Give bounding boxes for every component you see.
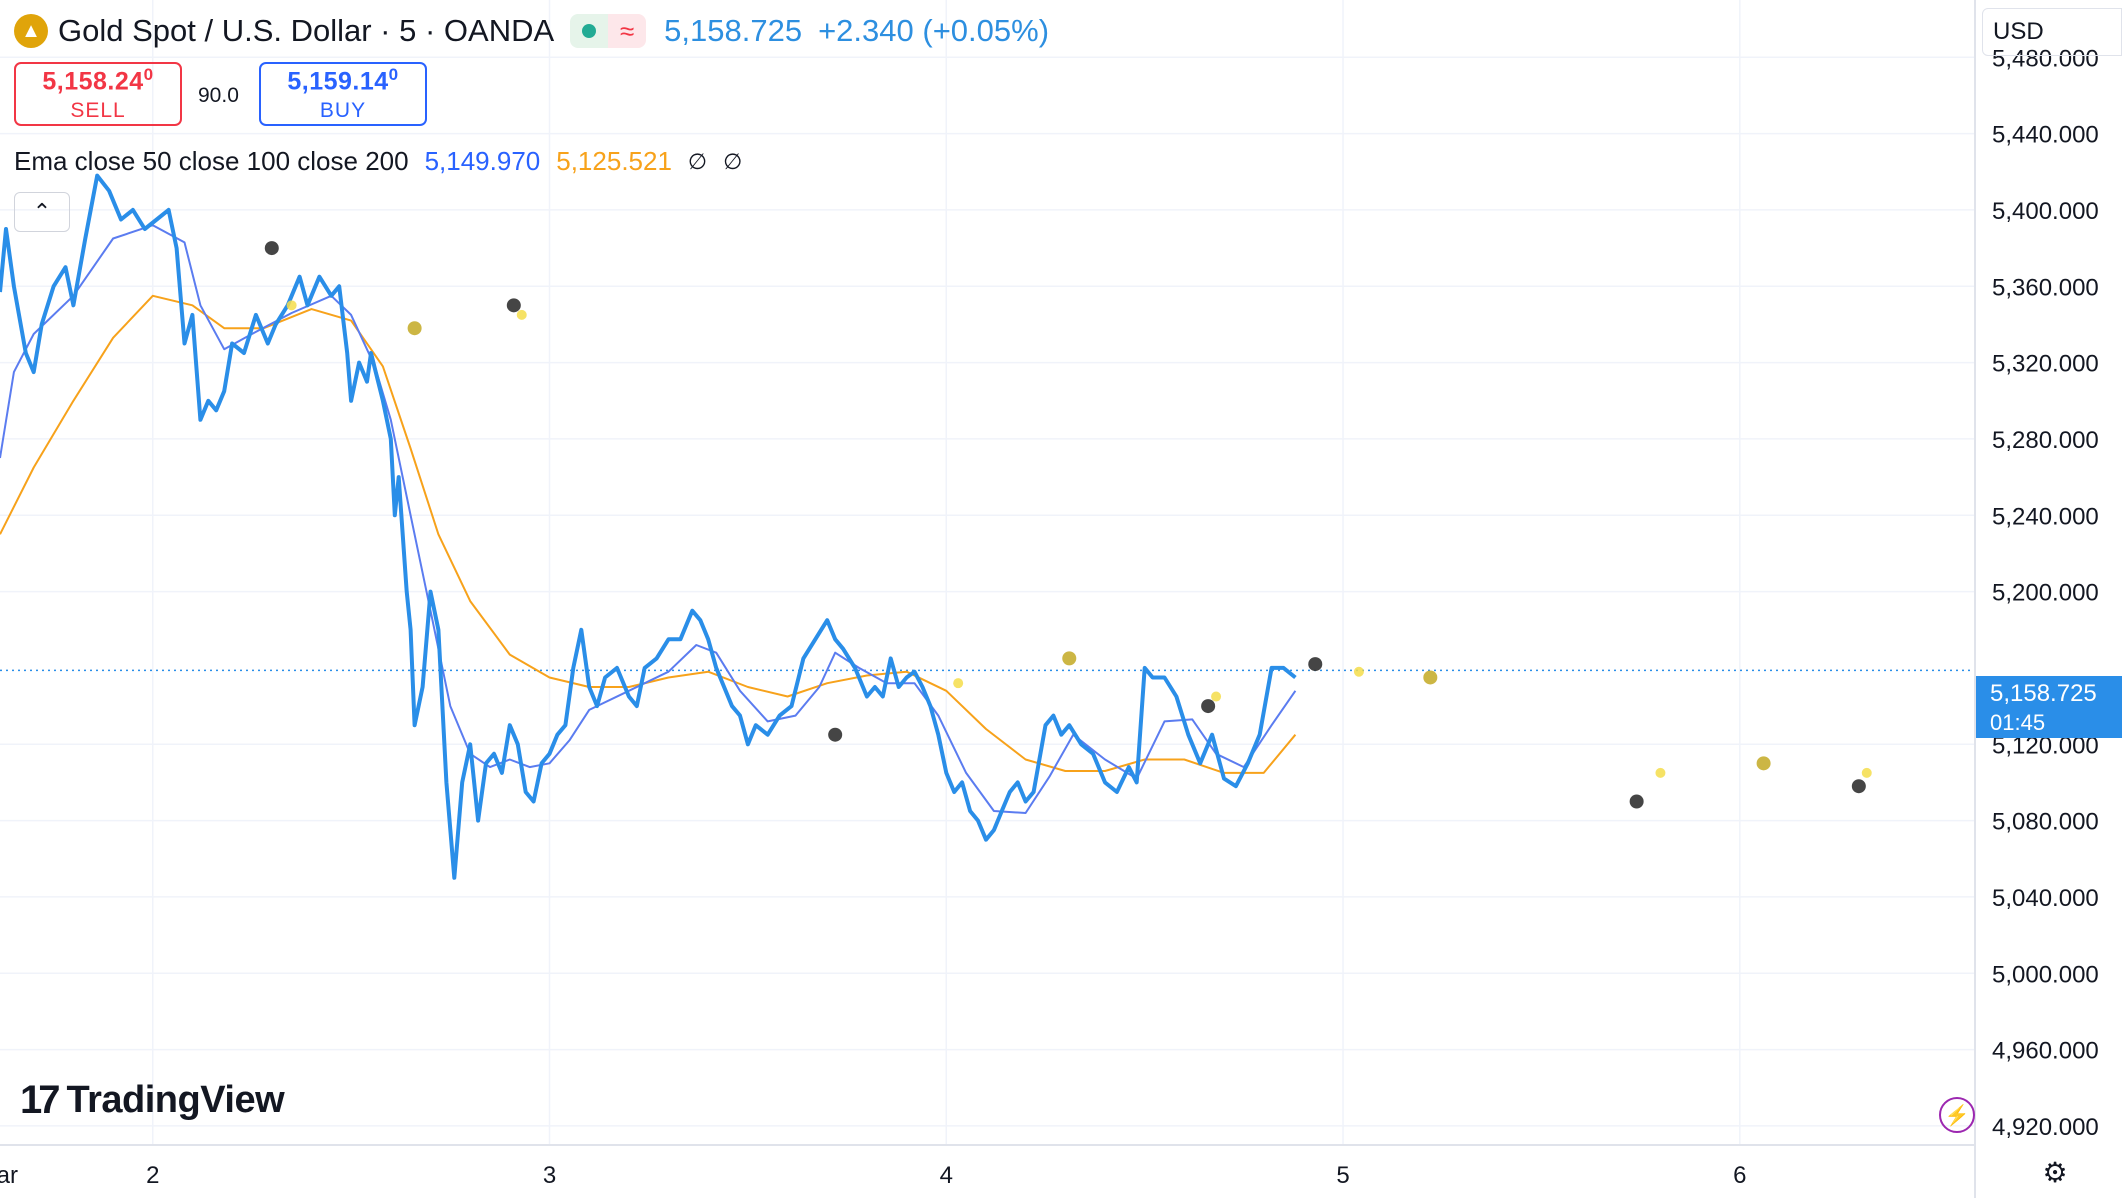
indicator-legend[interactable]: Ema close 50 close 100 close 200 5,149.9…: [14, 146, 742, 177]
symbol-header: ▲ Gold Spot / U.S. Dollar · 5 · OANDA ≈ …: [14, 10, 1049, 52]
sell-price: 5,158.24: [42, 67, 144, 96]
y-tick-label: 5,040.000: [1992, 885, 2099, 912]
crossover-marker: [286, 300, 297, 311]
crossover-marker: [1211, 691, 1222, 702]
tradingview-logo-text: TradingView: [66, 1079, 285, 1121]
indicator-name[interactable]: Ema close 50 close 100 close 200: [14, 146, 409, 176]
crossover-marker: [506, 298, 521, 313]
market-status[interactable]: ≈: [570, 14, 647, 48]
market-open-icon: [570, 14, 609, 48]
bar-countdown: 01:45: [1990, 710, 2046, 735]
y-tick-label: 5,360.000: [1992, 274, 2099, 301]
crossover-marker: [1756, 756, 1771, 771]
ema100-line: [0, 294, 1297, 774]
data-delay-icon: ≈: [608, 14, 647, 48]
x-tick-label: 3: [543, 1162, 556, 1189]
spread-value: 90.0: [198, 84, 239, 107]
crossover-marker: [1629, 794, 1644, 809]
crossover-marker: [1423, 670, 1438, 685]
x-tick-label: 4: [940, 1162, 953, 1189]
buy-label: BUY: [319, 98, 367, 122]
y-tick-label: 4,920.000: [1992, 1114, 2099, 1141]
y-tick-label: 5,200.000: [1992, 580, 2099, 607]
header-last-price: 5,158.725: [664, 13, 803, 48]
symbol-title[interactable]: Gold Spot / U.S. Dollar · 5 · OANDA: [58, 13, 555, 48]
y-tick-label: 4,960.000: [1992, 1038, 2099, 1065]
tradingview-logo[interactable]: 17 TradingView: [20, 1078, 285, 1123]
buy-price: 5,159.14: [287, 67, 389, 96]
y-tick-label: 5,280.000: [1992, 427, 2099, 454]
x-tick-label: 6: [1733, 1162, 1746, 1189]
currency-selector[interactable]: USD: [1982, 8, 2122, 56]
y-tick-label: 5,240.000: [1992, 503, 2099, 530]
x-tick-label: 5: [1336, 1162, 1349, 1189]
ema200-value: ∅: [687, 148, 708, 174]
y-tick-label: 5,400.000: [1992, 198, 2099, 225]
y-tick-label: 5,080.000: [1992, 809, 2099, 836]
sell-price-pip: 0: [143, 65, 154, 85]
header-change: +2.340 (+0.05%): [818, 13, 1050, 48]
ema100-value: 5,125.521: [556, 146, 672, 176]
y-tick-label: 5,440.000: [1992, 122, 2099, 149]
chevron-up-icon: ⌃: [32, 199, 52, 224]
y-tick-label: 5,480.000: [1992, 45, 2099, 72]
x-tick-label: ar: [0, 1162, 18, 1189]
price-line: [0, 173, 1297, 880]
x-tick-label: 2: [146, 1162, 159, 1189]
last-price-label: 5,158.725: [1990, 680, 2097, 707]
crossover-marker: [1353, 666, 1364, 677]
gold-bars-icon[interactable]: ▲: [14, 14, 48, 48]
sell-button[interactable]: 5,158.240 SELL: [14, 62, 182, 126]
extra-value: ∅: [723, 148, 743, 174]
collapse-legend-button[interactable]: ⌃: [14, 192, 70, 232]
crossover-marker: [953, 678, 964, 689]
last-price-tag: 5,158.725 01:45: [1976, 676, 2122, 738]
tradingview-mark-icon: 17: [20, 1078, 60, 1122]
crossover-marker: [1655, 767, 1666, 778]
crossover-marker: [1851, 779, 1866, 794]
crossover-marker: [264, 241, 279, 256]
crossover-marker: [1201, 699, 1216, 714]
chart-settings-icon[interactable]: ⚙: [2042, 1156, 2068, 1188]
crossover-marker: [1062, 651, 1077, 666]
crossover-marker: [1308, 657, 1323, 672]
crossover-marker: [828, 727, 843, 742]
y-tick-label: 5,000.000: [1992, 961, 2099, 988]
crossover-marker: [407, 321, 422, 336]
y-tick-label: 5,320.000: [1992, 351, 2099, 378]
buy-button[interactable]: 5,159.140 BUY: [259, 62, 427, 126]
buy-price-pip: 0: [388, 65, 399, 85]
crossover-marker: [1861, 767, 1872, 778]
ema50-line: [0, 224, 1297, 814]
sell-label: SELL: [70, 98, 126, 122]
crossover-marker: [516, 309, 527, 320]
lightning-icon[interactable]: ⚡: [1939, 1097, 1975, 1133]
ema50-value: 5,149.970: [424, 146, 541, 176]
